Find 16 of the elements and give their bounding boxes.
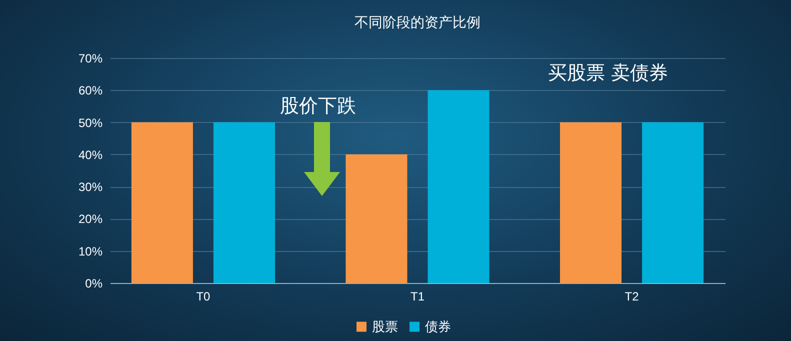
chart-title: 不同阶段的资产比例 [354,15,480,31]
y-tick-label: 20% [78,212,103,226]
y-tick-label: 0% [85,276,103,290]
y-tick-label: 40% [78,148,103,162]
y-tick-label: 50% [78,116,103,130]
legend-label: 股票 [372,318,398,334]
y-tick-label: 70% [78,52,103,66]
x-tick-label: T0 [196,290,211,304]
y-tick-label: 30% [78,180,103,194]
annotation: 股价下跌 [280,94,356,119]
y-tick-label: 60% [78,84,103,98]
annotation: 买股票 卖债券 [548,61,668,86]
x-tick-label: T2 [624,290,640,304]
legend-label: 债券 [425,318,451,334]
y-tick-label: 10% [78,244,103,258]
x-tick-label: T1 [410,290,425,304]
